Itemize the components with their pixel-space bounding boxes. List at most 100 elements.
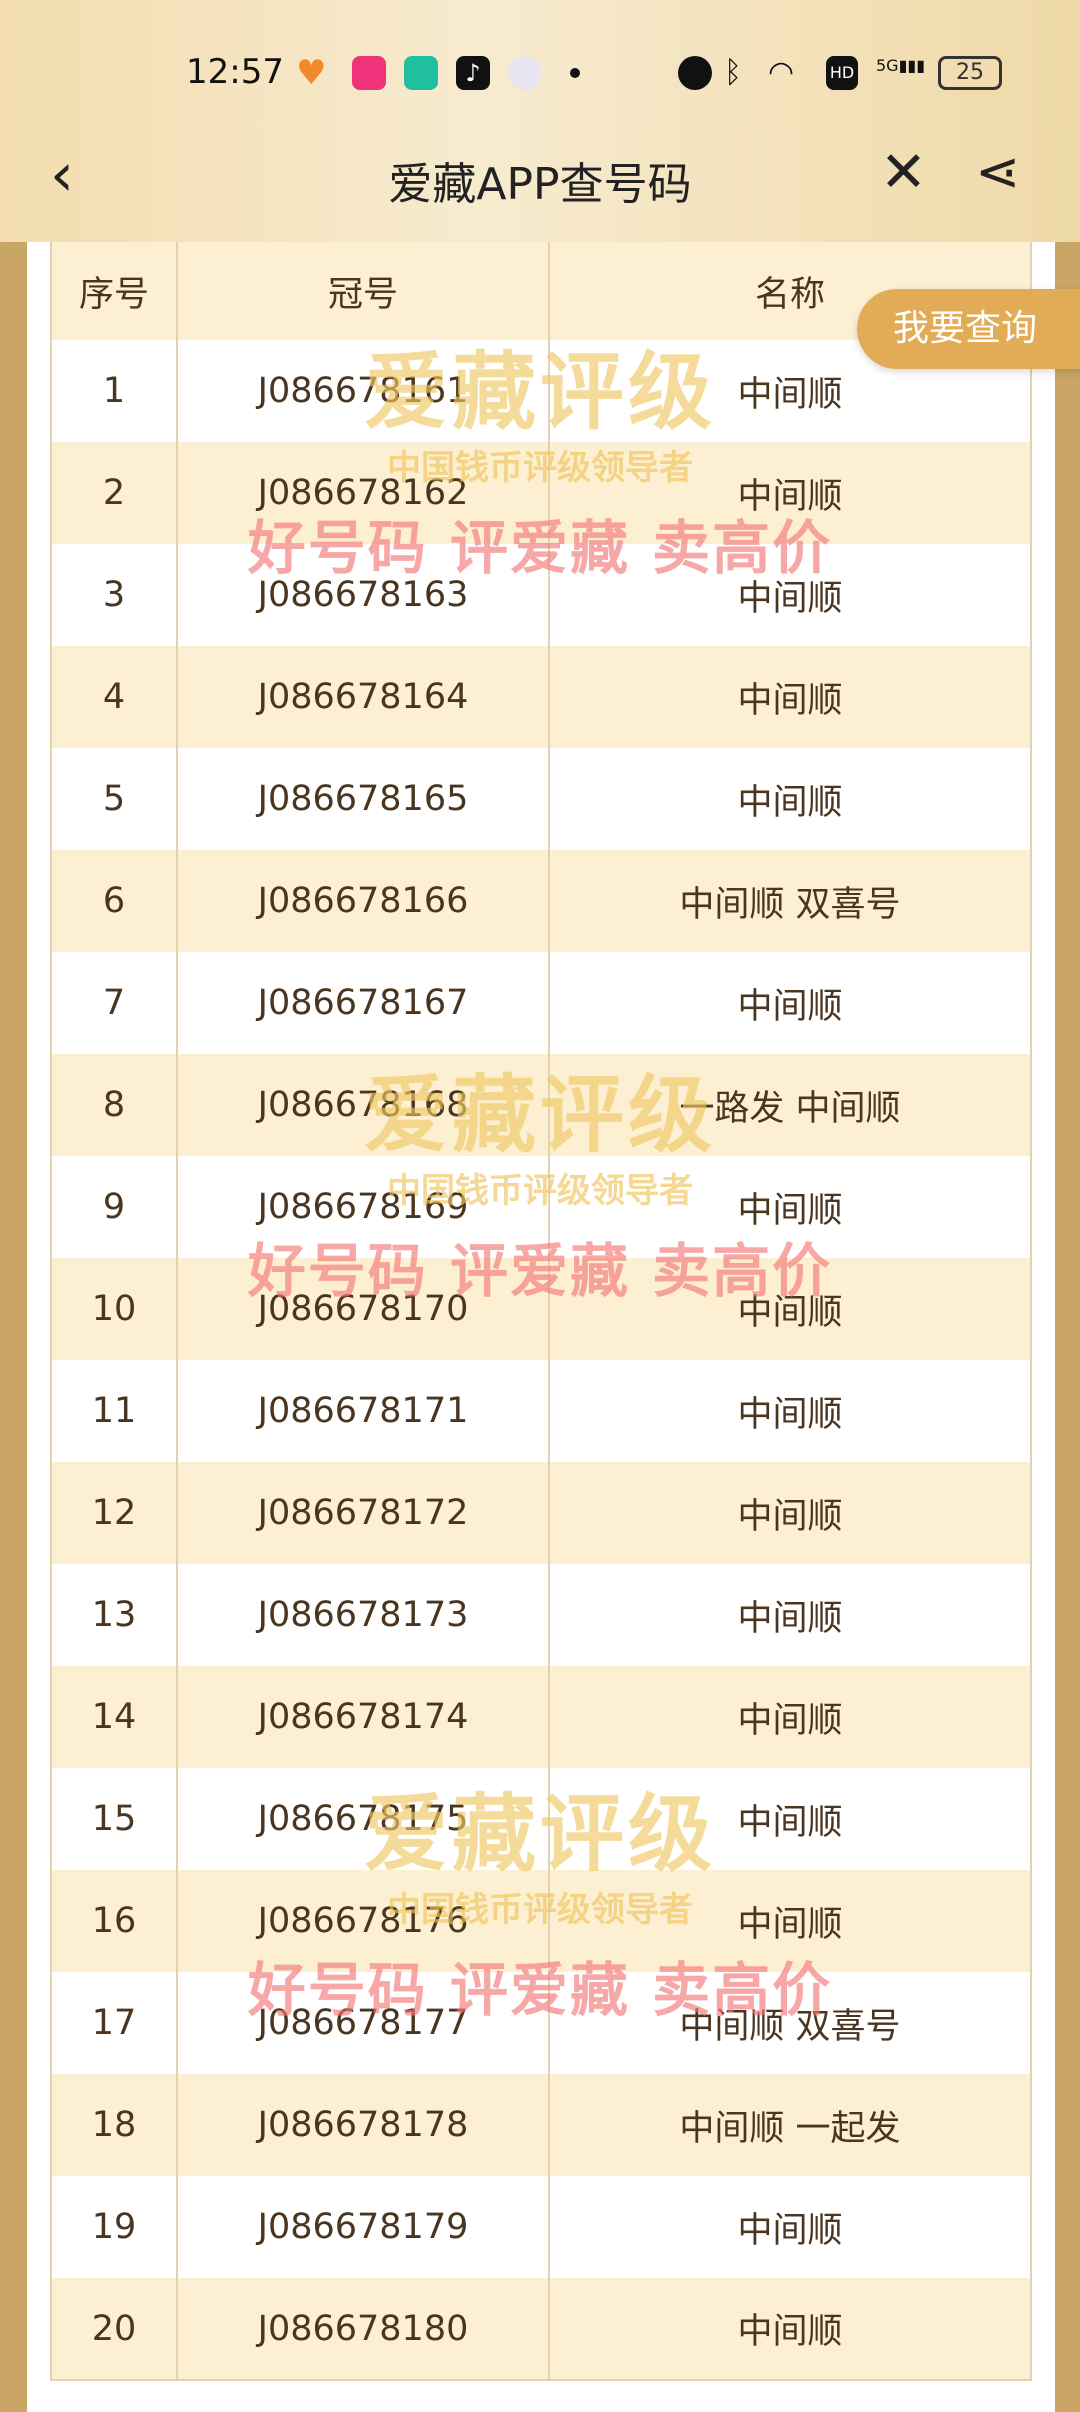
pattern-name: 中间顺 bbox=[548, 1462, 1031, 1564]
nav-bar: ‹ 爱藏APP查号码 ✕ ⋖ bbox=[0, 140, 1080, 220]
row-index: 2 bbox=[51, 442, 177, 544]
table-row: 20 J086678180 中间顺 bbox=[51, 2278, 1031, 2380]
row-index: 8 bbox=[51, 1054, 177, 1156]
column-header: 冠号 bbox=[176, 242, 549, 340]
query-button[interactable]: 我要查询 bbox=[857, 289, 1080, 369]
serial-number: J086678172 bbox=[176, 1462, 549, 1564]
table-row: 17 J086678177 中间顺 双喜号 bbox=[51, 1972, 1031, 2074]
table-row: 14 J086678174 中间顺 bbox=[51, 1666, 1031, 1768]
pattern-name: 中间顺 bbox=[548, 1870, 1031, 1972]
bluetooth-icon: ᛒ bbox=[724, 55, 742, 90]
table-row: 9 J086678169 中间顺 bbox=[51, 1156, 1031, 1258]
table-row: 1 J086678161 中间顺 bbox=[51, 340, 1031, 442]
tiktok-icon: ♪ bbox=[456, 56, 490, 90]
mijia-icon bbox=[404, 56, 438, 90]
row-index: 1 bbox=[102, 371, 126, 411]
serial-number: J086678173 bbox=[176, 1564, 549, 1666]
table-row: 3 J086678163 中间顺 bbox=[51, 544, 1031, 646]
row-index: 6 bbox=[51, 850, 177, 952]
serial-number: J086678170 bbox=[176, 1258, 549, 1360]
row-index: 5 bbox=[102, 779, 126, 819]
pattern-name: 中间顺 bbox=[548, 1360, 1031, 1462]
table-row: 10 J086678170 中间顺 bbox=[51, 1258, 1031, 1360]
row-index: 20 bbox=[51, 2278, 177, 2380]
avatar-icon bbox=[508, 56, 542, 90]
table-row: 12 J086678172 中间顺 bbox=[51, 1462, 1031, 1564]
serial-number: J086678168 bbox=[176, 1054, 549, 1156]
serial-number: J086678174 bbox=[176, 1666, 549, 1768]
table-row: 2 J086678162 中间顺 bbox=[51, 442, 1031, 544]
battery-icon: 25 bbox=[938, 56, 1002, 90]
serial-number: J086678165 bbox=[176, 748, 549, 850]
dot-icon bbox=[570, 68, 580, 78]
pattern-name: 中间顺 bbox=[548, 1666, 1031, 1768]
serial-number: J086678169 bbox=[176, 1156, 549, 1258]
hd-icon: HD bbox=[826, 56, 858, 90]
serial-number: J086678177 bbox=[176, 1972, 549, 2074]
row-index: 11 bbox=[91, 1391, 137, 1431]
serial-number: J086678176 bbox=[176, 1870, 549, 1972]
pattern-name: 中间顺 bbox=[548, 544, 1031, 646]
serial-number: J086678161 bbox=[176, 340, 549, 442]
row-index: 10 bbox=[51, 1258, 177, 1360]
close-button[interactable]: ✕ bbox=[880, 140, 927, 205]
pattern-name: 中间顺 bbox=[548, 2278, 1031, 2380]
row-index: 15 bbox=[91, 1799, 137, 1839]
row-index: 3 bbox=[102, 575, 126, 615]
pattern-name: 中间顺 bbox=[548, 442, 1031, 544]
table-row: 18 J086678178 中间顺 一起发 bbox=[51, 2074, 1031, 2176]
table-row: 16 J086678176 中间顺 bbox=[51, 1870, 1031, 1972]
serial-table: 序号 冠号 名称 1 J086678161 中间顺 2 J086678162 中间顺 3 J086… bbox=[50, 242, 1032, 2381]
alarm-icon bbox=[678, 56, 712, 90]
row-index: 12 bbox=[51, 1462, 177, 1564]
status-time: 12:57 bbox=[186, 52, 284, 92]
top-bar: 12:57 ♥ ♪ ᛒ ◠ HD 5G▮▮▮ 25 ‹ 爱藏APP查号码 ✕ ⋖ bbox=[0, 0, 1080, 242]
status-bar: 12:57 ♥ ♪ ᛒ ◠ HD 5G▮▮▮ 25 bbox=[0, 48, 1080, 98]
serial-number: J086678178 bbox=[176, 2074, 549, 2176]
pattern-name: 中间顺 bbox=[548, 1156, 1031, 1258]
pattern-name: 中间顺 bbox=[548, 1258, 1031, 1360]
5g-signal-icon: 5G▮▮▮ bbox=[876, 56, 925, 75]
row-index: 4 bbox=[51, 646, 177, 748]
table-row: 7 J086678167 中间顺 bbox=[51, 952, 1031, 1054]
pattern-name: 中间顺 双喜号 bbox=[548, 850, 1031, 952]
row-index: 16 bbox=[51, 1870, 177, 1972]
table-row: 4 J086678164 中间顺 bbox=[51, 646, 1031, 748]
row-index: 19 bbox=[91, 2207, 137, 2247]
pattern-name: 中间顺 一起发 bbox=[548, 2074, 1031, 2176]
table-row: 19 J086678179 中间顺 bbox=[51, 2176, 1031, 2278]
row-index: 9 bbox=[102, 1187, 126, 1227]
row-index: 17 bbox=[91, 2003, 137, 2043]
share-button[interactable]: ⋖ bbox=[975, 140, 1021, 203]
row-index: 14 bbox=[51, 1666, 177, 1768]
page-title: 爱藏APP查号码 bbox=[388, 159, 692, 210]
heart-app-icon: ♥ bbox=[296, 53, 327, 93]
content-panel: 序号 冠号 名称 1 J086678161 中间顺 2 J086678162 中间顺 3 J086… bbox=[27, 242, 1055, 2412]
column-header: 序号 bbox=[51, 242, 177, 340]
serial-number: J086678162 bbox=[176, 442, 549, 544]
table-row: 8 J086678168 一路发 中间顺 bbox=[51, 1054, 1031, 1156]
table-row: 15 J086678175 中间顺 bbox=[51, 1768, 1031, 1870]
vipshop-icon bbox=[352, 56, 386, 90]
serial-number: J086678175 bbox=[176, 1768, 549, 1870]
table-row: 6 J086678166 中间顺 双喜号 bbox=[51, 850, 1031, 952]
row-index: 7 bbox=[102, 983, 126, 1023]
serial-number: J086678179 bbox=[176, 2176, 549, 2278]
serial-number: J086678163 bbox=[176, 544, 549, 646]
pattern-name: 中间顺 bbox=[548, 646, 1031, 748]
serial-number: J086678167 bbox=[176, 952, 549, 1054]
pattern-name: 中间顺 bbox=[548, 340, 1031, 442]
table-row: 11 J086678171 中间顺 bbox=[51, 1360, 1031, 1462]
pattern-name: 中间顺 双喜号 bbox=[548, 1972, 1031, 2074]
pattern-name: 中间顺 bbox=[548, 952, 1031, 1054]
table-row: 5 J086678165 中间顺 bbox=[51, 748, 1031, 850]
pattern-name: 中间顺 bbox=[548, 748, 1031, 850]
pattern-name: 中间顺 bbox=[548, 1768, 1031, 1870]
serial-number: J086678166 bbox=[176, 850, 549, 952]
row-index: 13 bbox=[91, 1595, 137, 1635]
pattern-name: 中间顺 bbox=[548, 2176, 1031, 2278]
serial-number: J086678180 bbox=[176, 2278, 549, 2380]
back-button[interactable]: ‹ bbox=[50, 140, 74, 210]
serial-number: J086678171 bbox=[176, 1360, 549, 1462]
serial-number: J086678164 bbox=[176, 646, 549, 748]
